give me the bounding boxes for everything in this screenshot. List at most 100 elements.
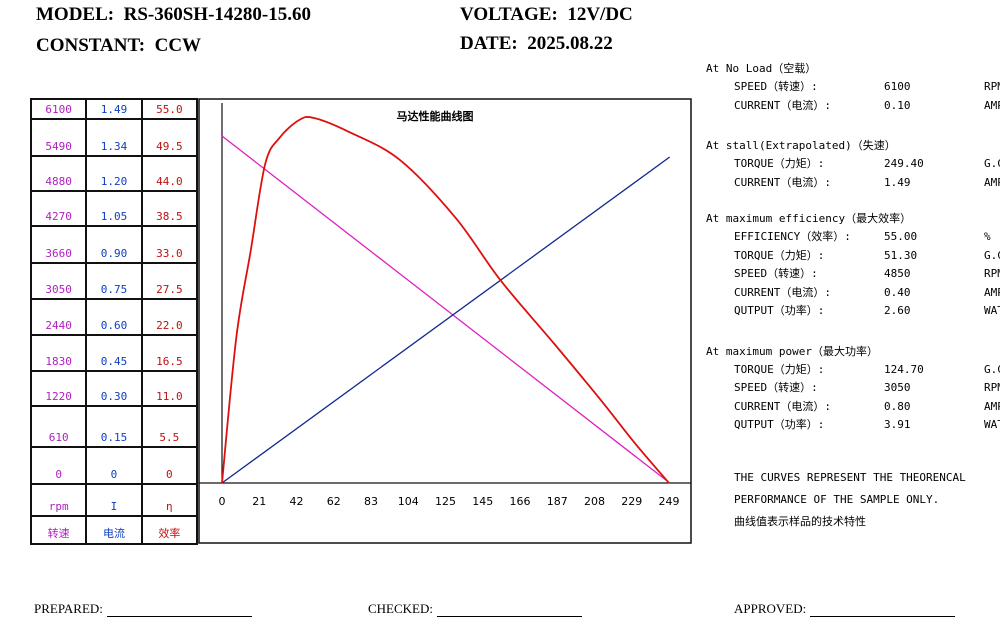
x-tick-label: 125 [435, 495, 456, 508]
x-tick-label: 249 [659, 495, 680, 508]
spec-unit: AMP [984, 98, 1000, 112]
chart-frame [198, 98, 692, 544]
spec-label: SPEED（转速）: [734, 267, 818, 280]
spec-unit: RPM [984, 267, 1000, 280]
date-value: 2025.08.22 [527, 33, 613, 54]
approved-line [810, 600, 956, 617]
values-table: 6100 1.49 55.0 5490 1.34 49.5 4880 1.20 44.0 4270… [29, 98, 199, 545]
table-cell: 49.5 [140, 118, 199, 157]
checked-line [437, 600, 582, 617]
table-row: 6100 1.49 55.0 [29, 98, 199, 120]
table-row: 610 0.15 5.5 [29, 405, 199, 448]
spec-label: QUTPUT（功率）: [734, 418, 825, 431]
table-cell: 0.75 [85, 262, 143, 300]
model-label: MODEL: [36, 4, 115, 25]
unit-cell: rpm [29, 483, 88, 517]
table-row: 4270 1.05 38.5 [29, 190, 199, 227]
section-title: At stall(Extrapolated)（失速） [706, 139, 896, 152]
note-line: THE CURVES REPRESENT THE THEORENCAL [734, 470, 966, 484]
table-row: 5490 1.34 49.5 [29, 118, 199, 157]
section-title: At maximum efficiency（最大效率） [706, 212, 912, 225]
table-row: 3050 0.75 27.5 [29, 262, 199, 300]
spec-unit: WATTS [984, 304, 1000, 317]
prepared-line [106, 600, 252, 617]
table-cell: 16.5 [140, 334, 199, 372]
table-cell: 0.30 [85, 370, 143, 407]
name-cell: 效率 [140, 515, 199, 545]
spec-unit: % [984, 230, 991, 243]
x-tick-label: 166 [510, 495, 531, 508]
table-cell: 44.0 [140, 155, 199, 192]
table-cell: 55.0 [140, 98, 199, 120]
spec-row: TORQUE（力矩）: 124.70 G.CM [734, 361, 1000, 380]
checked-field: CHECKED: [368, 600, 582, 617]
constant-value: CCW [154, 35, 202, 56]
spec-row: TORQUE（力矩）: 51.30 G.CM [734, 247, 1000, 266]
spec-label: TORQUE（力矩）: [734, 248, 825, 262]
table-cell: 0.90 [85, 225, 143, 264]
spec-row: TORQUE（力矩）: 249.40 G.CM [734, 155, 1000, 174]
approved-field: APPROVED: [734, 600, 956, 617]
spec-unit: RPM [984, 381, 1000, 394]
table-cell: 27.5 [140, 262, 199, 300]
table-row: 1830 0.45 16.5 [29, 334, 199, 372]
table-cell: 0.15 [85, 405, 143, 448]
table-cell: 0 [29, 446, 88, 485]
spec-label: TORQUE（力矩）: [734, 157, 825, 170]
model: MODEL: RS-360SH-14280-15.60 [36, 4, 311, 26]
names-row: 转速 电流 效率 [29, 515, 199, 545]
spec-row: CURRENT（电流）: 0.80 AMP [734, 398, 1000, 417]
spec-value: 1.49 [884, 175, 911, 189]
spec-label: EFFICIENCY（效率）: [734, 230, 851, 243]
x-tick-label: 21 [252, 495, 266, 508]
spec-unit: G.CM [984, 248, 1000, 262]
spec-row: QUTPUT（功率）: 3.91 WATTS [734, 416, 1000, 435]
table-cell: 38.5 [140, 190, 199, 227]
checked-label: CHECKED: [368, 601, 433, 616]
table-cell: 6100 [29, 98, 88, 120]
spec-value: 3.91 [884, 418, 911, 431]
x-tick-label: 208 [584, 495, 605, 508]
performance-chart: 0 21 42 62 83 104 125 145 166 187 208 229 249 马达性能曲线图 [198, 98, 692, 544]
table-row: 3660 0.90 33.0 [29, 225, 199, 264]
voltage-label: VOLTAGE: [460, 4, 558, 25]
table-cell: 0.45 [85, 334, 143, 372]
spec-unit: AMP [984, 285, 1000, 299]
spec-unit: AMP [984, 399, 1000, 413]
table-cell: 1.05 [85, 190, 143, 227]
spec-unit: AMP [984, 175, 1000, 189]
constant: CONSTANT: CCW [36, 35, 201, 57]
spec-value: 0.40 [884, 285, 911, 299]
spec-value: 6100 [884, 80, 911, 93]
spec-value: 0.10 [884, 98, 911, 112]
series-line-0 [221, 135, 671, 484]
table-cell: 2440 [29, 298, 88, 336]
table-row: 1220 0.30 11.0 [29, 370, 199, 407]
table-cell: 33.0 [140, 225, 199, 264]
spec-label: CURRENT（电流）: [734, 399, 831, 413]
spec-value: 2.60 [884, 304, 911, 317]
spec-label: TORQUE（力矩）: [734, 362, 825, 376]
spec-label: SPEED（转速）: [734, 381, 818, 394]
spec-row: QUTPUT（功率）: 2.60 WATTS [734, 302, 1000, 321]
table-cell: 1.34 [85, 118, 143, 157]
table-cell: 610 [29, 405, 88, 448]
spec-row: SPEED（转速）: 4850 RPM [734, 265, 1000, 284]
table-cell: 3050 [29, 262, 88, 300]
constant-label: CONSTANT: [36, 35, 146, 56]
prepared-label: PREPARED: [34, 601, 103, 616]
date: DATE: 2025.08.22 [460, 33, 613, 55]
spec-row: CURRENT（电流）: 1.49 AMP [734, 174, 1000, 193]
approved-label: APPROVED: [734, 601, 807, 616]
table-cell: 1.49 [85, 98, 143, 120]
x-tick-label: 145 [472, 495, 493, 508]
table-cell: 3660 [29, 225, 88, 264]
date-label: DATE: [460, 33, 518, 54]
voltage-value: 12V/DC [567, 4, 633, 25]
unit-cell: I [85, 483, 143, 517]
spec-value: 0.80 [884, 399, 911, 413]
x-tick-label: 42 [290, 495, 304, 508]
spec-row: CURRENT（电流）: 0.40 AMP [734, 284, 1000, 303]
spec-value: 124.70 [884, 362, 924, 376]
